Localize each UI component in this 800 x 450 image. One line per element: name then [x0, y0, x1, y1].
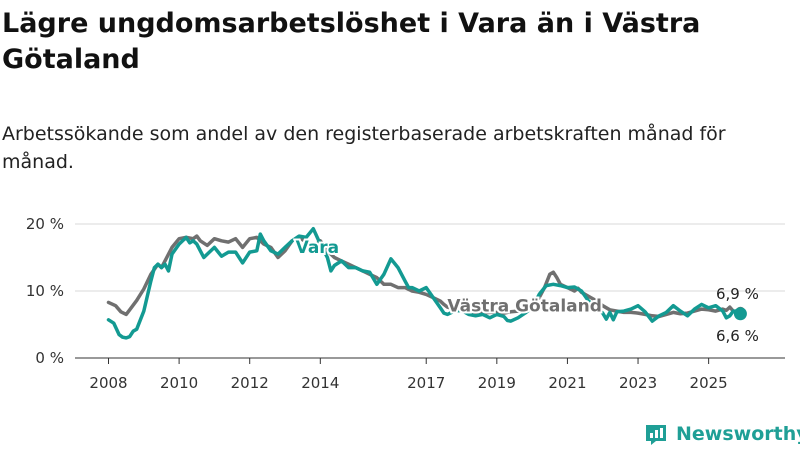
chart-subtitle: Arbetssökande som andel av den registerb…	[2, 123, 726, 173]
series-end-dot	[733, 307, 747, 321]
end-value-label: 6,6 %	[716, 327, 759, 345]
y-tick-label: 0 %	[35, 349, 64, 367]
x-tick-label: 2012	[231, 374, 269, 392]
x-tick-label: 2021	[548, 374, 586, 392]
newsworthy-logo-icon	[646, 425, 666, 445]
x-tick-label: 2023	[619, 374, 657, 392]
x-tick-label: 2010	[160, 374, 198, 392]
x-tick-label: 2019	[478, 374, 516, 392]
x-tick-label: 2017	[407, 374, 445, 392]
series-line-västra-götaland	[106, 234, 743, 319]
y-tick-label: 10 %	[26, 282, 64, 300]
label-layer: 0 % 10 % 20 % 2008 2010 2012 2014 2017 2019 2021 2…	[26, 215, 759, 392]
series-layer	[106, 226, 747, 340]
x-tick-label: 2025	[690, 374, 728, 392]
series-label-vara: Vara	[296, 238, 340, 258]
newsworthy-logo: Newsworthy	[644, 420, 800, 448]
chart-title: Lägre ungdomsarbetslöshet i Vara än i Vä…	[2, 8, 701, 75]
y-tick-label: 20 %	[26, 215, 64, 233]
series-line-vara	[106, 226, 743, 340]
series-label-vastra-gotaland: Västra Götaland	[447, 297, 602, 317]
end-value-label: 6,9 %	[716, 285, 759, 303]
x-tick-label: 2008	[89, 374, 127, 392]
brand-name: Newsworthy	[676, 423, 800, 445]
x-tick-label: 2014	[301, 374, 339, 392]
